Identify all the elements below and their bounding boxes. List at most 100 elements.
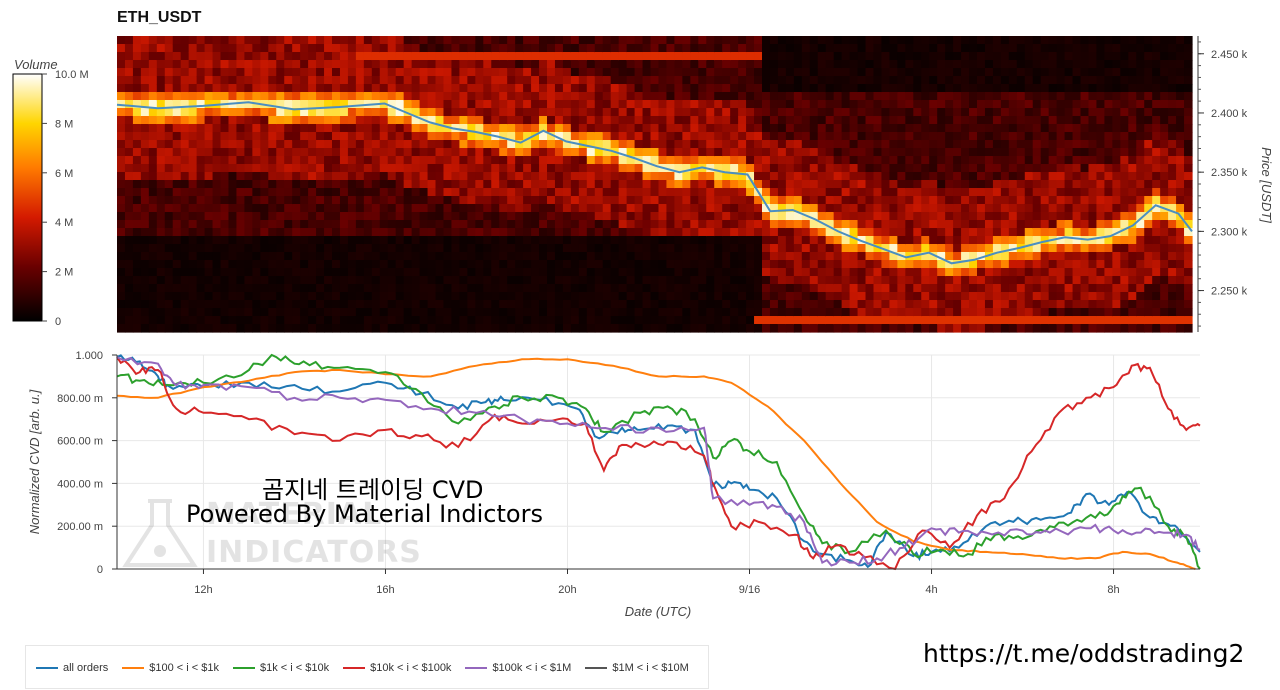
- heatmap-cell: [1008, 252, 1018, 261]
- heatmap-cell: [531, 92, 540, 101]
- heatmap-cell: [777, 308, 787, 317]
- heatmap-cell: [1048, 212, 1058, 221]
- heatmap-cell: [610, 92, 620, 101]
- heatmap-cell: [1112, 52, 1121, 61]
- heatmap-cell: [626, 260, 636, 269]
- heatmap-cell: [849, 164, 859, 173]
- heatmap-cell: [268, 308, 277, 317]
- heatmap-cell: [228, 68, 238, 77]
- heatmap-cell: [1144, 172, 1153, 181]
- heatmap-cell: [1176, 308, 1185, 317]
- heatmap-cell: [666, 324, 675, 333]
- heatmap-cell: [1056, 52, 1066, 61]
- heatmap-cell: [738, 84, 747, 93]
- heatmap-cell: [762, 164, 771, 173]
- heatmap-cell: [523, 308, 532, 317]
- heatmap-cell: [523, 276, 532, 285]
- heatmap-cell: [921, 260, 930, 269]
- heatmap-cell: [618, 244, 628, 253]
- heatmap-cell: [507, 148, 516, 157]
- heatmap-cell: [1144, 84, 1153, 93]
- heatmap-cell: [236, 316, 245, 325]
- heatmap-cell: [953, 228, 962, 237]
- heatmap-cell: [905, 220, 914, 229]
- heatmap-cell: [300, 156, 309, 165]
- heatmap-cell: [172, 308, 182, 317]
- heatmap-cell: [849, 188, 859, 197]
- heatmap-cell: [435, 228, 445, 237]
- heatmap-cell: [849, 308, 859, 317]
- heatmap-cell: [411, 204, 421, 213]
- heatmap-cell: [1160, 284, 1169, 293]
- heatmap-cell: [523, 316, 532, 325]
- heatmap-cell: [849, 44, 859, 53]
- heatmap-cell: [977, 220, 986, 229]
- heatmap-cell: [1064, 188, 1074, 197]
- heatmap-cell: [992, 252, 1002, 261]
- heatmap-cell: [1136, 252, 1145, 261]
- heatmap-cell: [148, 76, 158, 85]
- heatmap-cell: [268, 92, 277, 101]
- heatmap-cell: [594, 324, 604, 333]
- heatmap-cell: [148, 260, 158, 269]
- heatmap-cell: [332, 60, 341, 69]
- heatmap-cell: [833, 268, 843, 277]
- heatmap-cell: [475, 180, 484, 189]
- heatmap-cell: [865, 324, 875, 333]
- heatmap-cell: [953, 204, 962, 213]
- heatmap-cell: [1128, 196, 1137, 205]
- heatmap-cell: [841, 228, 851, 237]
- heatmap-cell: [969, 212, 978, 221]
- heatmap-cell: [387, 92, 397, 101]
- heatmap-cell: [531, 308, 540, 317]
- heatmap-cell: [1000, 68, 1010, 77]
- heatmap-cell: [849, 76, 859, 85]
- heatmap-cell: [889, 60, 898, 69]
- heatmap-cell: [459, 204, 468, 213]
- heatmap-cell: [443, 268, 453, 277]
- heatmap-cell: [618, 228, 628, 237]
- heatmap-cell: [379, 204, 389, 213]
- heatmap-cell: [602, 172, 612, 181]
- heatmap-cell: [308, 140, 317, 149]
- heatmap-cell: [1048, 124, 1058, 133]
- heatmap-cell: [140, 108, 150, 117]
- heatmap-cell: [507, 180, 516, 189]
- heatmap-cell: [1064, 220, 1074, 229]
- heatmap-cell: [515, 236, 524, 245]
- heatmap-cell: [825, 236, 835, 245]
- heatmap-cell: [244, 284, 253, 293]
- heatmap-cell: [682, 76, 691, 85]
- heatmap-cell: [1016, 268, 1026, 277]
- heatmap-cell: [539, 100, 548, 109]
- heatmap-cell: [841, 52, 851, 61]
- heatmap-cell: [730, 196, 739, 205]
- heatmap-cell: [937, 68, 946, 77]
- heatmap-cell: [188, 116, 198, 125]
- heatmap-cell: [897, 236, 906, 245]
- heatmap-cell: [491, 316, 500, 325]
- heatmap-cell: [347, 276, 357, 285]
- heatmap-cell: [467, 52, 476, 61]
- heatmap-cell: [268, 68, 277, 77]
- heatmap-cell: [849, 228, 859, 237]
- heatmap-cell: [1176, 204, 1185, 213]
- heatmap-cell: [284, 164, 293, 173]
- heatmap-cell: [1072, 84, 1082, 93]
- heatmap-cell: [212, 76, 222, 85]
- heatmap-cell: [395, 324, 405, 333]
- heatmap-cell: [284, 140, 293, 149]
- heatmap-cell: [164, 156, 174, 165]
- heatmap-cell: [722, 196, 731, 205]
- heatmap-cell: [228, 124, 238, 133]
- heatmap-cell: [467, 292, 476, 301]
- heatmap-cell: [140, 308, 150, 317]
- heatmap-cell: [1048, 228, 1058, 237]
- heatmap-cell: [921, 164, 930, 173]
- heatmap-cell: [738, 180, 747, 189]
- heatmap-cell: [363, 36, 373, 45]
- heatmap-cell: [650, 300, 660, 309]
- heatmap-cell: [825, 252, 835, 261]
- heatmap-cell: [738, 172, 747, 181]
- heatmap-cell: [889, 292, 898, 301]
